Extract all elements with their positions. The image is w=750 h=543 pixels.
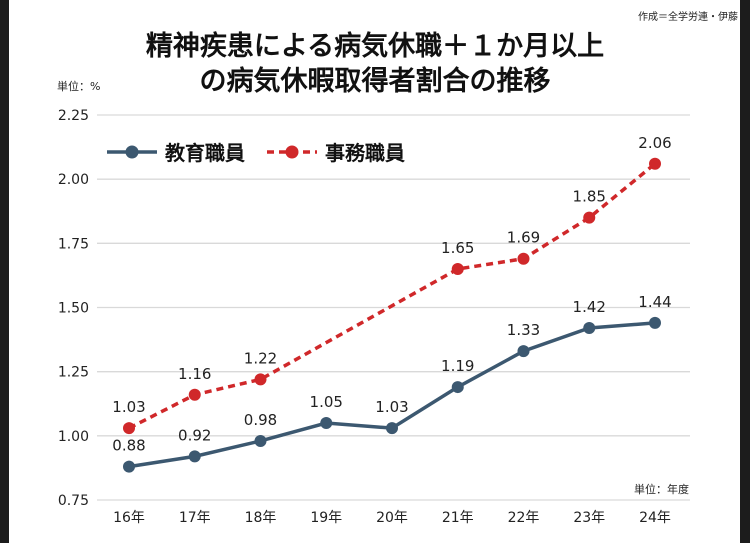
- series-line-teaching-staff: [128, 321, 656, 469]
- y-tick-label: 1.25: [58, 365, 89, 381]
- data-label: 1.19: [441, 357, 474, 375]
- data-label: 1.03: [375, 398, 408, 416]
- data-label: 1.05: [310, 393, 343, 411]
- y-axis-unit: 単位：%: [57, 79, 100, 93]
- data-point: [649, 157, 661, 170]
- legend-marker: [285, 145, 299, 159]
- data-point: [123, 460, 135, 473]
- chart-title-line-1: 精神疾患による病気休職＋１か月以上: [146, 30, 604, 62]
- y-tick-label: 1.00: [58, 429, 89, 445]
- data-point: [254, 434, 267, 447]
- x-tick-label: 16年: [113, 510, 145, 526]
- y-tick-label: 1.75: [58, 236, 89, 252]
- data-point: [583, 322, 596, 335]
- x-tick-label: 24年: [639, 510, 671, 526]
- y-tick-label: 1.50: [58, 301, 89, 317]
- data-label: 0.88: [112, 437, 145, 455]
- data-label: 1.69: [507, 229, 540, 247]
- data-label: 1.65: [441, 239, 474, 257]
- data-label: 1.44: [638, 293, 671, 311]
- legend-label: 教育職員: [165, 141, 245, 165]
- data-point: [123, 422, 135, 435]
- x-tick-label: 17年: [179, 510, 211, 526]
- data-point: [649, 316, 661, 329]
- data-label: 1.16: [178, 365, 211, 383]
- data-label: 1.33: [507, 321, 540, 339]
- data-label: 1.85: [573, 188, 606, 206]
- x-tick-label: 21年: [442, 510, 474, 526]
- data-point: [517, 252, 530, 265]
- legend-label: 事務職員: [325, 141, 405, 165]
- credit-text: 作成＝全学労連・伊藤: [638, 10, 738, 23]
- data-point: [451, 381, 464, 394]
- x-axis-unit: 単位：年度: [634, 482, 689, 496]
- data-point: [583, 211, 596, 224]
- data-label: 0.92: [178, 426, 211, 444]
- data-point: [451, 263, 464, 275]
- legend: 教育職員 事務職員: [107, 141, 405, 165]
- data-point: [386, 422, 398, 435]
- line-chart: 作成＝全学労連・伊藤 精神疾患による病気休職＋１か月以上 の病気休暇取得者割合の…: [57, 10, 738, 526]
- data-point: [320, 417, 333, 429]
- data-point: [254, 373, 267, 386]
- legend-marker: [125, 145, 139, 159]
- x-tick-label: 18年: [245, 510, 277, 526]
- data-label: 2.06: [638, 134, 671, 152]
- y-tick-label: 2.25: [58, 108, 89, 124]
- x-tick-label: 22年: [508, 510, 540, 526]
- x-tick-label: 23年: [573, 510, 605, 526]
- data-label: 1.42: [573, 298, 606, 316]
- x-tick-label: 20年: [376, 510, 408, 526]
- data-point: [188, 388, 201, 401]
- y-tick-label: 0.75: [58, 493, 89, 509]
- chart-card: 作成＝全学労連・伊藤 精神疾患による病気休職＋１か月以上 の病気休暇取得者割合の…: [9, 0, 740, 543]
- chart-title-line-2: の病気休暇取得者割合の推移: [200, 65, 551, 97]
- y-tick-label: 2.00: [58, 172, 89, 188]
- x-tick-label: 19年: [310, 510, 342, 526]
- data-label: 1.22: [244, 349, 277, 367]
- data-point: [188, 450, 201, 463]
- data-label: 1.03: [112, 398, 145, 416]
- data-point: [517, 345, 530, 358]
- data-label: 0.98: [244, 411, 277, 429]
